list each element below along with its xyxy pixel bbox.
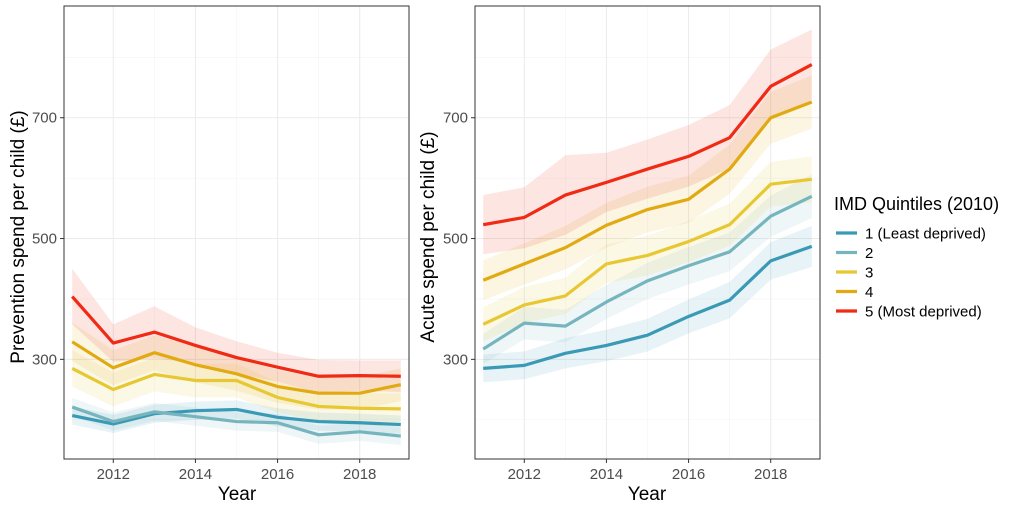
x-axis-title-left: Year [218, 484, 257, 505]
panel-border [63, 5, 410, 460]
series-line-q3 [482, 177, 812, 326]
series-line-q1 [71, 407, 401, 427]
y-axis-title-right: Acute spend per child (£) [418, 131, 439, 342]
series-line-q2 [482, 194, 813, 351]
prevention-panel: 2012 2014 2016 2018 300 500 700 [32, 5, 410, 483]
series-line-q5 [71, 295, 401, 378]
x-tick-label: 2018 [754, 466, 787, 483]
legend-label-q1: 1 (Least deprived) [865, 226, 986, 243]
y-tick-label: 300 [443, 351, 468, 368]
legend: IMD Quintiles (2010) 1 (Least deprived) 2… [834, 194, 999, 321]
ci-band-q4 [72, 322, 401, 410]
ci-band-q2 [483, 174, 812, 365]
y-tick-label: 300 [32, 351, 57, 368]
y-tick-label: 700 [32, 110, 57, 127]
series-line-q5 [482, 63, 813, 227]
acute-panel: 2012 2014 2016 2018 300 500 700 [443, 5, 821, 483]
ci-band-q5 [72, 268, 401, 393]
series-line-q4 [71, 340, 402, 395]
y-tick-label: 500 [32, 231, 57, 248]
legend-label-q3: 3 [865, 265, 873, 282]
series-line-q4 [482, 100, 813, 282]
x-tick-label: 2018 [343, 466, 376, 483]
legend-title: IMD Quintiles (2010) [834, 194, 999, 214]
x-tick-label: 2014 [179, 466, 212, 483]
x-tick-label: 2016 [672, 466, 705, 483]
x-tick-label: 2012 [508, 466, 541, 483]
series-line-q3 [71, 366, 401, 411]
ci-band-q1 [483, 225, 812, 383]
legend-label-q5: 5 (Most deprived) [865, 304, 982, 321]
y-tick-label: 500 [443, 231, 468, 248]
legend-label-q4: 4 [865, 284, 873, 301]
ci-band-q1 [72, 400, 401, 434]
x-tick-label: 2014 [590, 466, 623, 483]
series-line-q1 [483, 244, 813, 370]
x-axis-title-right: Year [628, 484, 667, 505]
y-axis-title-left: Prevention spend per child (£) [8, 110, 29, 363]
ci-band-q4 [483, 75, 812, 301]
series-line-q2 [71, 405, 401, 438]
y-tick-label: 700 [443, 110, 468, 127]
legend-label-q2: 2 [865, 245, 873, 262]
panel-border [474, 5, 821, 460]
ci-band-q5 [483, 29, 812, 255]
x-tick-label: 2012 [97, 466, 130, 483]
x-tick-label: 2016 [261, 466, 294, 483]
